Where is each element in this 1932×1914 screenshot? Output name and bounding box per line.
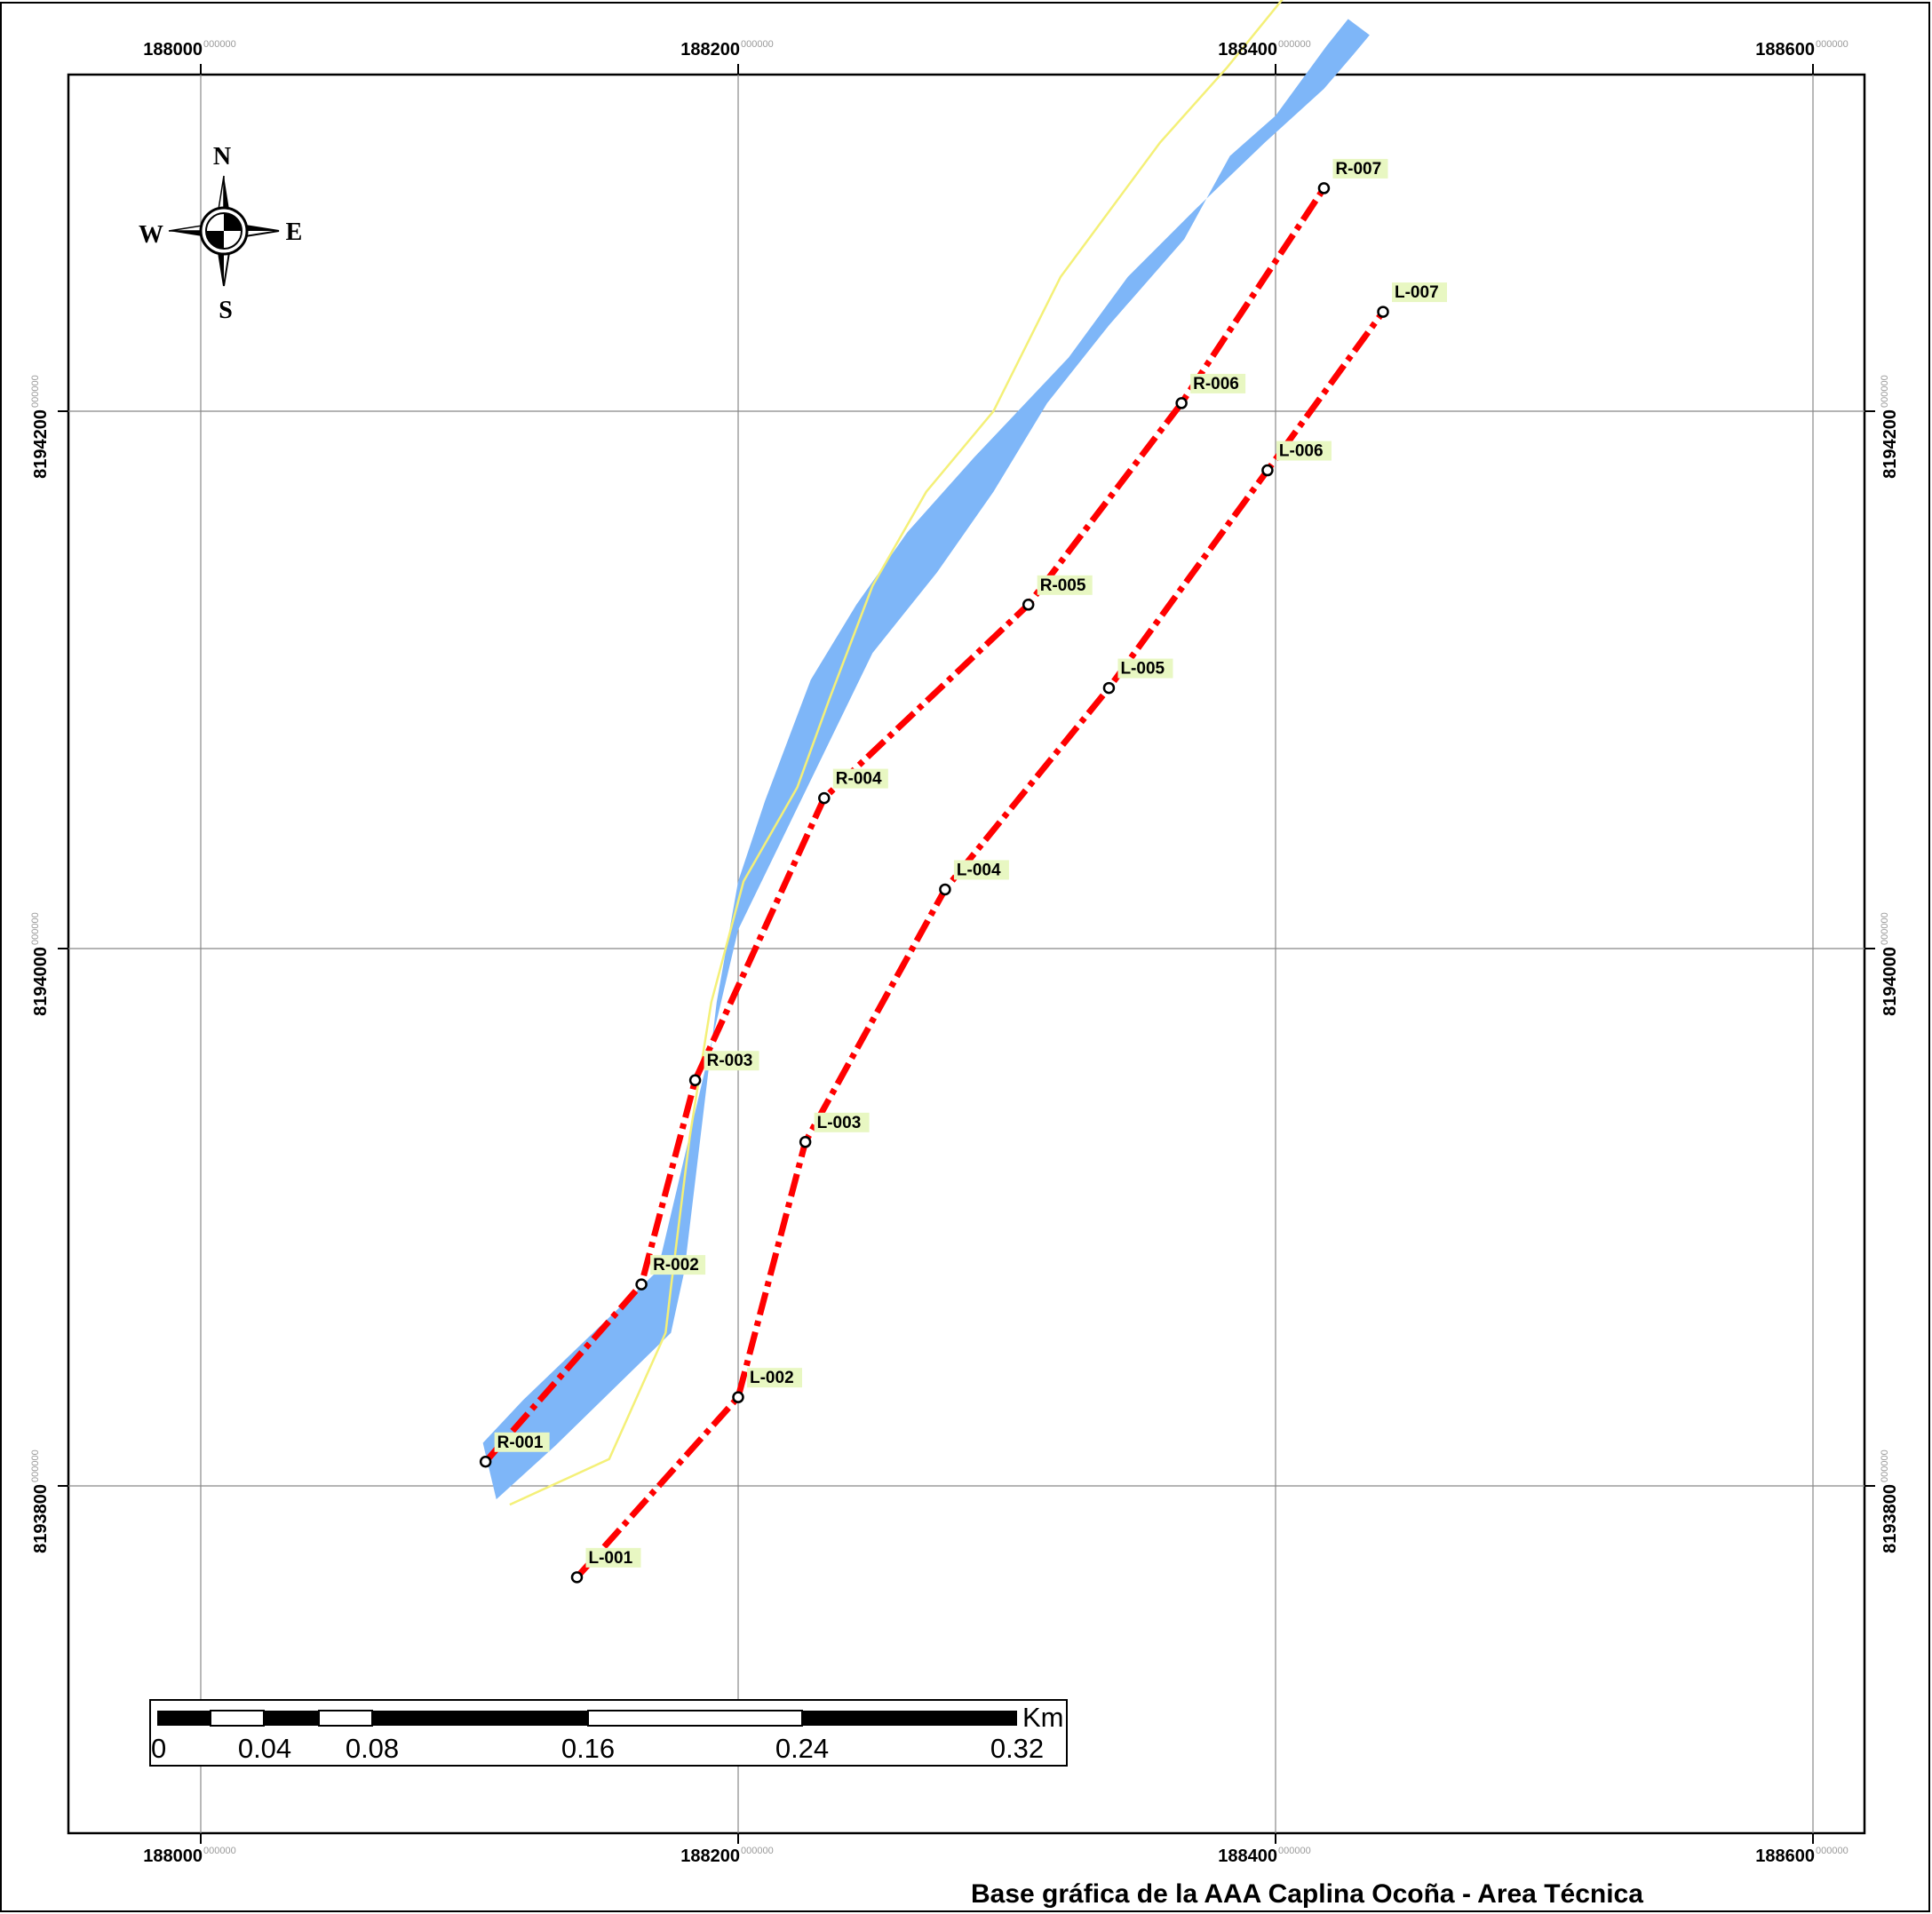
graticule-grid: [58, 64, 1875, 1844]
right-point-marker-3: [688, 1074, 702, 1086]
left-point-marker-1: [570, 1571, 584, 1584]
map-frame: [67, 73, 1866, 1835]
right-point-marker-2: [635, 1278, 648, 1291]
x-sublabel-bottom-0: 000000: [203, 1846, 236, 1856]
right-point-label-4: R-004: [836, 770, 882, 789]
compass-east-label: E: [286, 218, 303, 246]
right-point-label-bg-3: [704, 1051, 759, 1071]
right-point-label-bg-2: [650, 1255, 706, 1275]
y-sublabel-right-0: 000000: [1880, 375, 1890, 408]
left-point-label-bg-2: [747, 1368, 802, 1388]
x-label-top-0: 188000: [143, 40, 203, 60]
left-point-label-bg-1: [585, 1547, 641, 1568]
scale-label-3: 0.16: [561, 1733, 615, 1764]
y-label-right-2: 8193800: [1880, 1484, 1900, 1553]
scale-unit-label: Km: [1022, 1702, 1064, 1733]
compass-south-label: S: [219, 297, 233, 324]
right-point-label-5: R-005: [1040, 576, 1086, 595]
left-point-marker-3: [799, 1136, 812, 1148]
right-point-marker-4: [818, 791, 831, 805]
y-sublabel-left-1: 000000: [30, 912, 41, 945]
scale-bar: Km 0 0.04 0.08 0.16 0.24 0.32: [149, 1699, 1068, 1767]
left-point-marker-7: [1377, 306, 1389, 318]
x-label-top-3: 188600: [1755, 40, 1815, 60]
left-point-label-bg-3: [814, 1112, 870, 1132]
compass-north-label: N: [213, 143, 231, 171]
left-point-marker-4: [939, 883, 951, 896]
y-sublabel-left-2: 000000: [30, 1449, 41, 1482]
x-sublabel-top-2: 000000: [1278, 39, 1311, 50]
y-label-right-1: 8194000: [1880, 947, 1900, 1016]
y-label-group-right-2: 8193800 000000: [1880, 1449, 1900, 1553]
y-sublabel-right-2: 000000: [1880, 1449, 1890, 1482]
scale-label-2: 0.08: [346, 1733, 399, 1764]
left-point-label-5: L-005: [1120, 660, 1165, 679]
river-channel: [482, 19, 1370, 1500]
scale-label-5: 0.32: [990, 1733, 1044, 1764]
left-point-label-3: L-003: [817, 1114, 862, 1132]
right-point-label-7: R-007: [1335, 160, 1381, 179]
left-point-label-bg-4: [953, 860, 1009, 880]
left-point-label-bg-7: [1392, 282, 1447, 303]
y-label-right-0: 8194200: [1880, 409, 1900, 479]
north-arrow-icon: N S E W: [139, 143, 302, 324]
left-point-label-bg-5: [1117, 658, 1173, 679]
boundary-points-layer: L-001 L-002 L-003 L-004 L-005 L-006 L-007 R-001…: [479, 158, 1447, 1584]
x-label-bottom-1: 188200: [680, 1846, 740, 1866]
x-label-bottom-2: 188400: [1218, 1846, 1277, 1866]
right-point-label-bg-5: [1037, 575, 1093, 595]
x-label-bottom-0: 188000: [143, 1846, 203, 1866]
left-point-label-bg-6: [1276, 441, 1332, 461]
y-label-group-left-1: 8194000 000000: [30, 912, 51, 1016]
y-label-left-0: 8194200: [31, 409, 51, 479]
river-centerline: [509, 0, 1284, 1506]
left-point-label-1: L-001: [589, 1549, 633, 1568]
right-point-marker-6: [1175, 397, 1188, 409]
right-point-label-bg-6: [1190, 373, 1246, 393]
scale-label-0: 0: [151, 1733, 166, 1764]
right-point-marker-7: [1317, 182, 1331, 195]
left-point-marker-6: [1261, 464, 1274, 477]
right-point-label-bg-7: [1332, 158, 1388, 179]
y-label-left-1: 8194000: [31, 947, 51, 1016]
right-point-label-6: R-006: [1193, 375, 1239, 393]
right-point-label-2: R-002: [653, 1256, 699, 1275]
x-label-bottom-3: 188600: [1755, 1846, 1815, 1866]
x-sublabel-bottom-2: 000000: [1278, 1846, 1311, 1856]
right-point-label-1: R-001: [497, 1434, 544, 1452]
river-layer: [482, 0, 1370, 1506]
x-sublabel-top-0: 000000: [203, 39, 236, 50]
x-sublabel-bottom-3: 000000: [1816, 1846, 1849, 1856]
scale-label-1: 0.04: [238, 1733, 291, 1764]
map-credit: Base gráfica de la AAA Caplina Ocoña - A…: [971, 1879, 1643, 1909]
left-point-label-4: L-004: [957, 861, 1001, 879]
left-point-label-7: L-007: [1395, 283, 1439, 302]
x-label-top-1: 188200: [680, 40, 740, 60]
right-point-label-bg-1: [494, 1432, 550, 1452]
right-point-label-bg-4: [832, 768, 888, 789]
left-point-label-6: L-006: [1279, 442, 1324, 461]
y-sublabel-left-0: 000000: [30, 375, 41, 408]
y-sublabel-right-1: 000000: [1880, 912, 1890, 945]
y-label-group-right-1: 8194000 000000: [1880, 912, 1900, 1016]
right-point-label-3: R-003: [707, 1052, 753, 1070]
y-label-group-left-2: 8193800 000000: [30, 1449, 51, 1553]
right-point-marker-1: [479, 1456, 492, 1468]
x-label-top-2: 188400: [1218, 40, 1277, 60]
x-sublabel-bottom-1: 000000: [741, 1846, 774, 1856]
y-label-left-2: 8193800: [31, 1484, 51, 1553]
left-point-label-2: L-002: [750, 1369, 794, 1387]
scale-label-4: 0.24: [775, 1733, 829, 1764]
compass-west-label: W: [139, 221, 163, 249]
left-point-marker-2: [732, 1391, 744, 1403]
left-point-marker-5: [1102, 681, 1116, 695]
right-point-marker-5: [1022, 599, 1035, 611]
x-sublabel-top-3: 000000: [1816, 39, 1849, 50]
x-sublabel-top-1: 000000: [741, 39, 774, 50]
